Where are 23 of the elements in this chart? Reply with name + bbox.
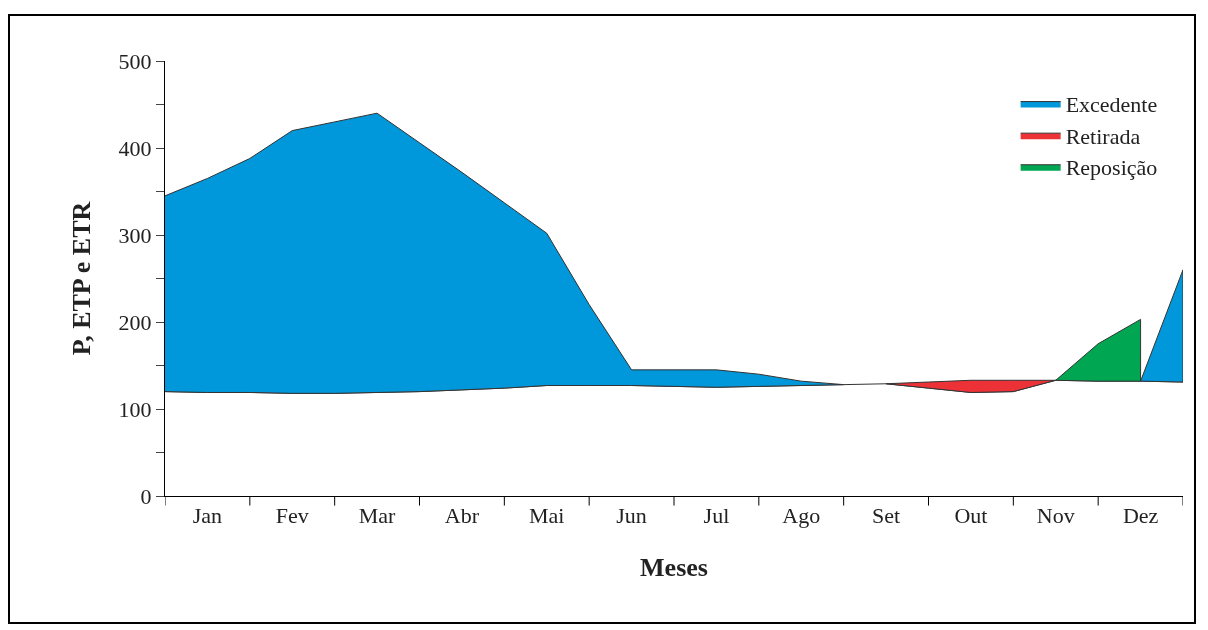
x-tick-label: Dez — [1122, 503, 1159, 529]
x-tick-label: Nov — [1036, 503, 1075, 529]
x-tick-label: Mar — [358, 503, 397, 529]
x-tick-label: Abr — [444, 503, 480, 529]
legend-label: Reposição — [1065, 155, 1158, 181]
x-tick-label: Fev — [275, 503, 309, 529]
x-tick-label: Set — [872, 503, 901, 529]
x-tick-label: Jun — [616, 503, 647, 529]
legend-label: Excedente — [1065, 92, 1158, 118]
y-tick-label: 100 — [118, 396, 152, 422]
x-axis-title: Meses — [640, 553, 708, 583]
x-tick-label: Ago — [782, 503, 821, 529]
y-tick-label: 200 — [118, 309, 152, 335]
y-tick-label: 300 — [118, 222, 152, 248]
legend-label: Retirada — [1065, 123, 1141, 149]
y-tick-label: 0 — [140, 483, 152, 509]
y-tick-label: 400 — [118, 135, 152, 161]
x-tick-label: Jan — [192, 503, 223, 529]
x-tick-label: Jul — [703, 503, 730, 529]
x-tick-label: Out — [954, 503, 988, 529]
y-tick-label: 500 — [118, 48, 152, 74]
x-tick-label: Mai — [529, 503, 565, 529]
y-axis-title: P, ETP e ETR — [67, 201, 96, 356]
